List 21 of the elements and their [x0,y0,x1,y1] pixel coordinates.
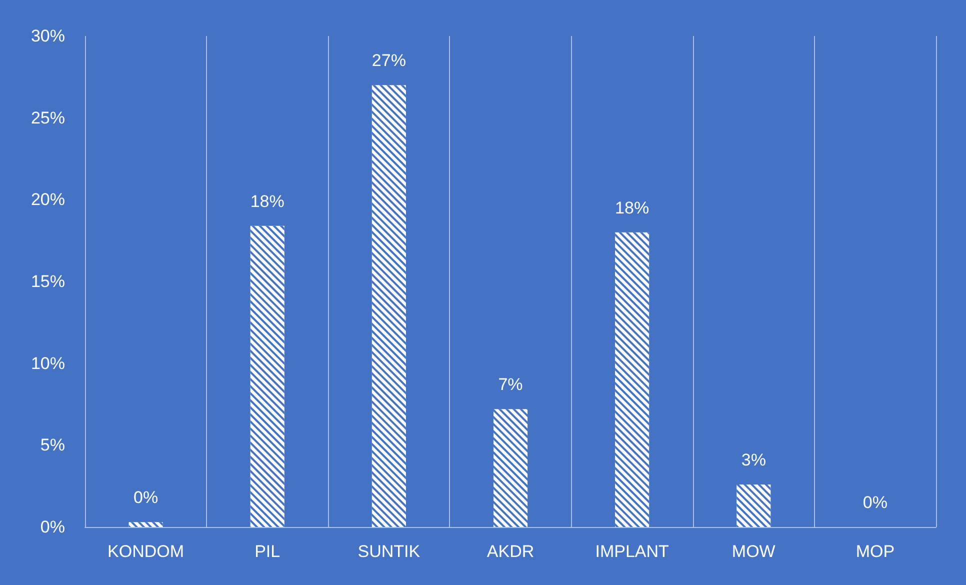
data-label: 18% [250,192,284,211]
y-tick-label: 0% [40,518,65,536]
x-tick-label: KONDOM [108,542,184,561]
x-tick-label: MOW [732,542,776,561]
data-label: 3% [741,450,766,470]
y-tick-label: 20% [30,190,65,210]
y-tick-label: 15% [30,272,65,291]
data-label: 0% [862,493,888,512]
x-tick-label: SUNTIK [358,542,421,561]
x-tick-label: PIL [254,542,280,561]
data-label: 7% [498,375,523,394]
data-label: 18% [615,198,650,218]
x-tick-label: MOP [856,542,895,561]
x-tick-label: AKDR [486,542,534,561]
y-tick-label: 25% [30,108,65,128]
y-tick-label: 30% [30,26,65,46]
y-tick-label: 10% [30,354,65,373]
data-label: 0% [133,488,158,508]
data-label: 27% [372,51,406,70]
y-tick-label: 5% [40,436,65,455]
x-tick-label: IMPLANT [595,542,669,561]
